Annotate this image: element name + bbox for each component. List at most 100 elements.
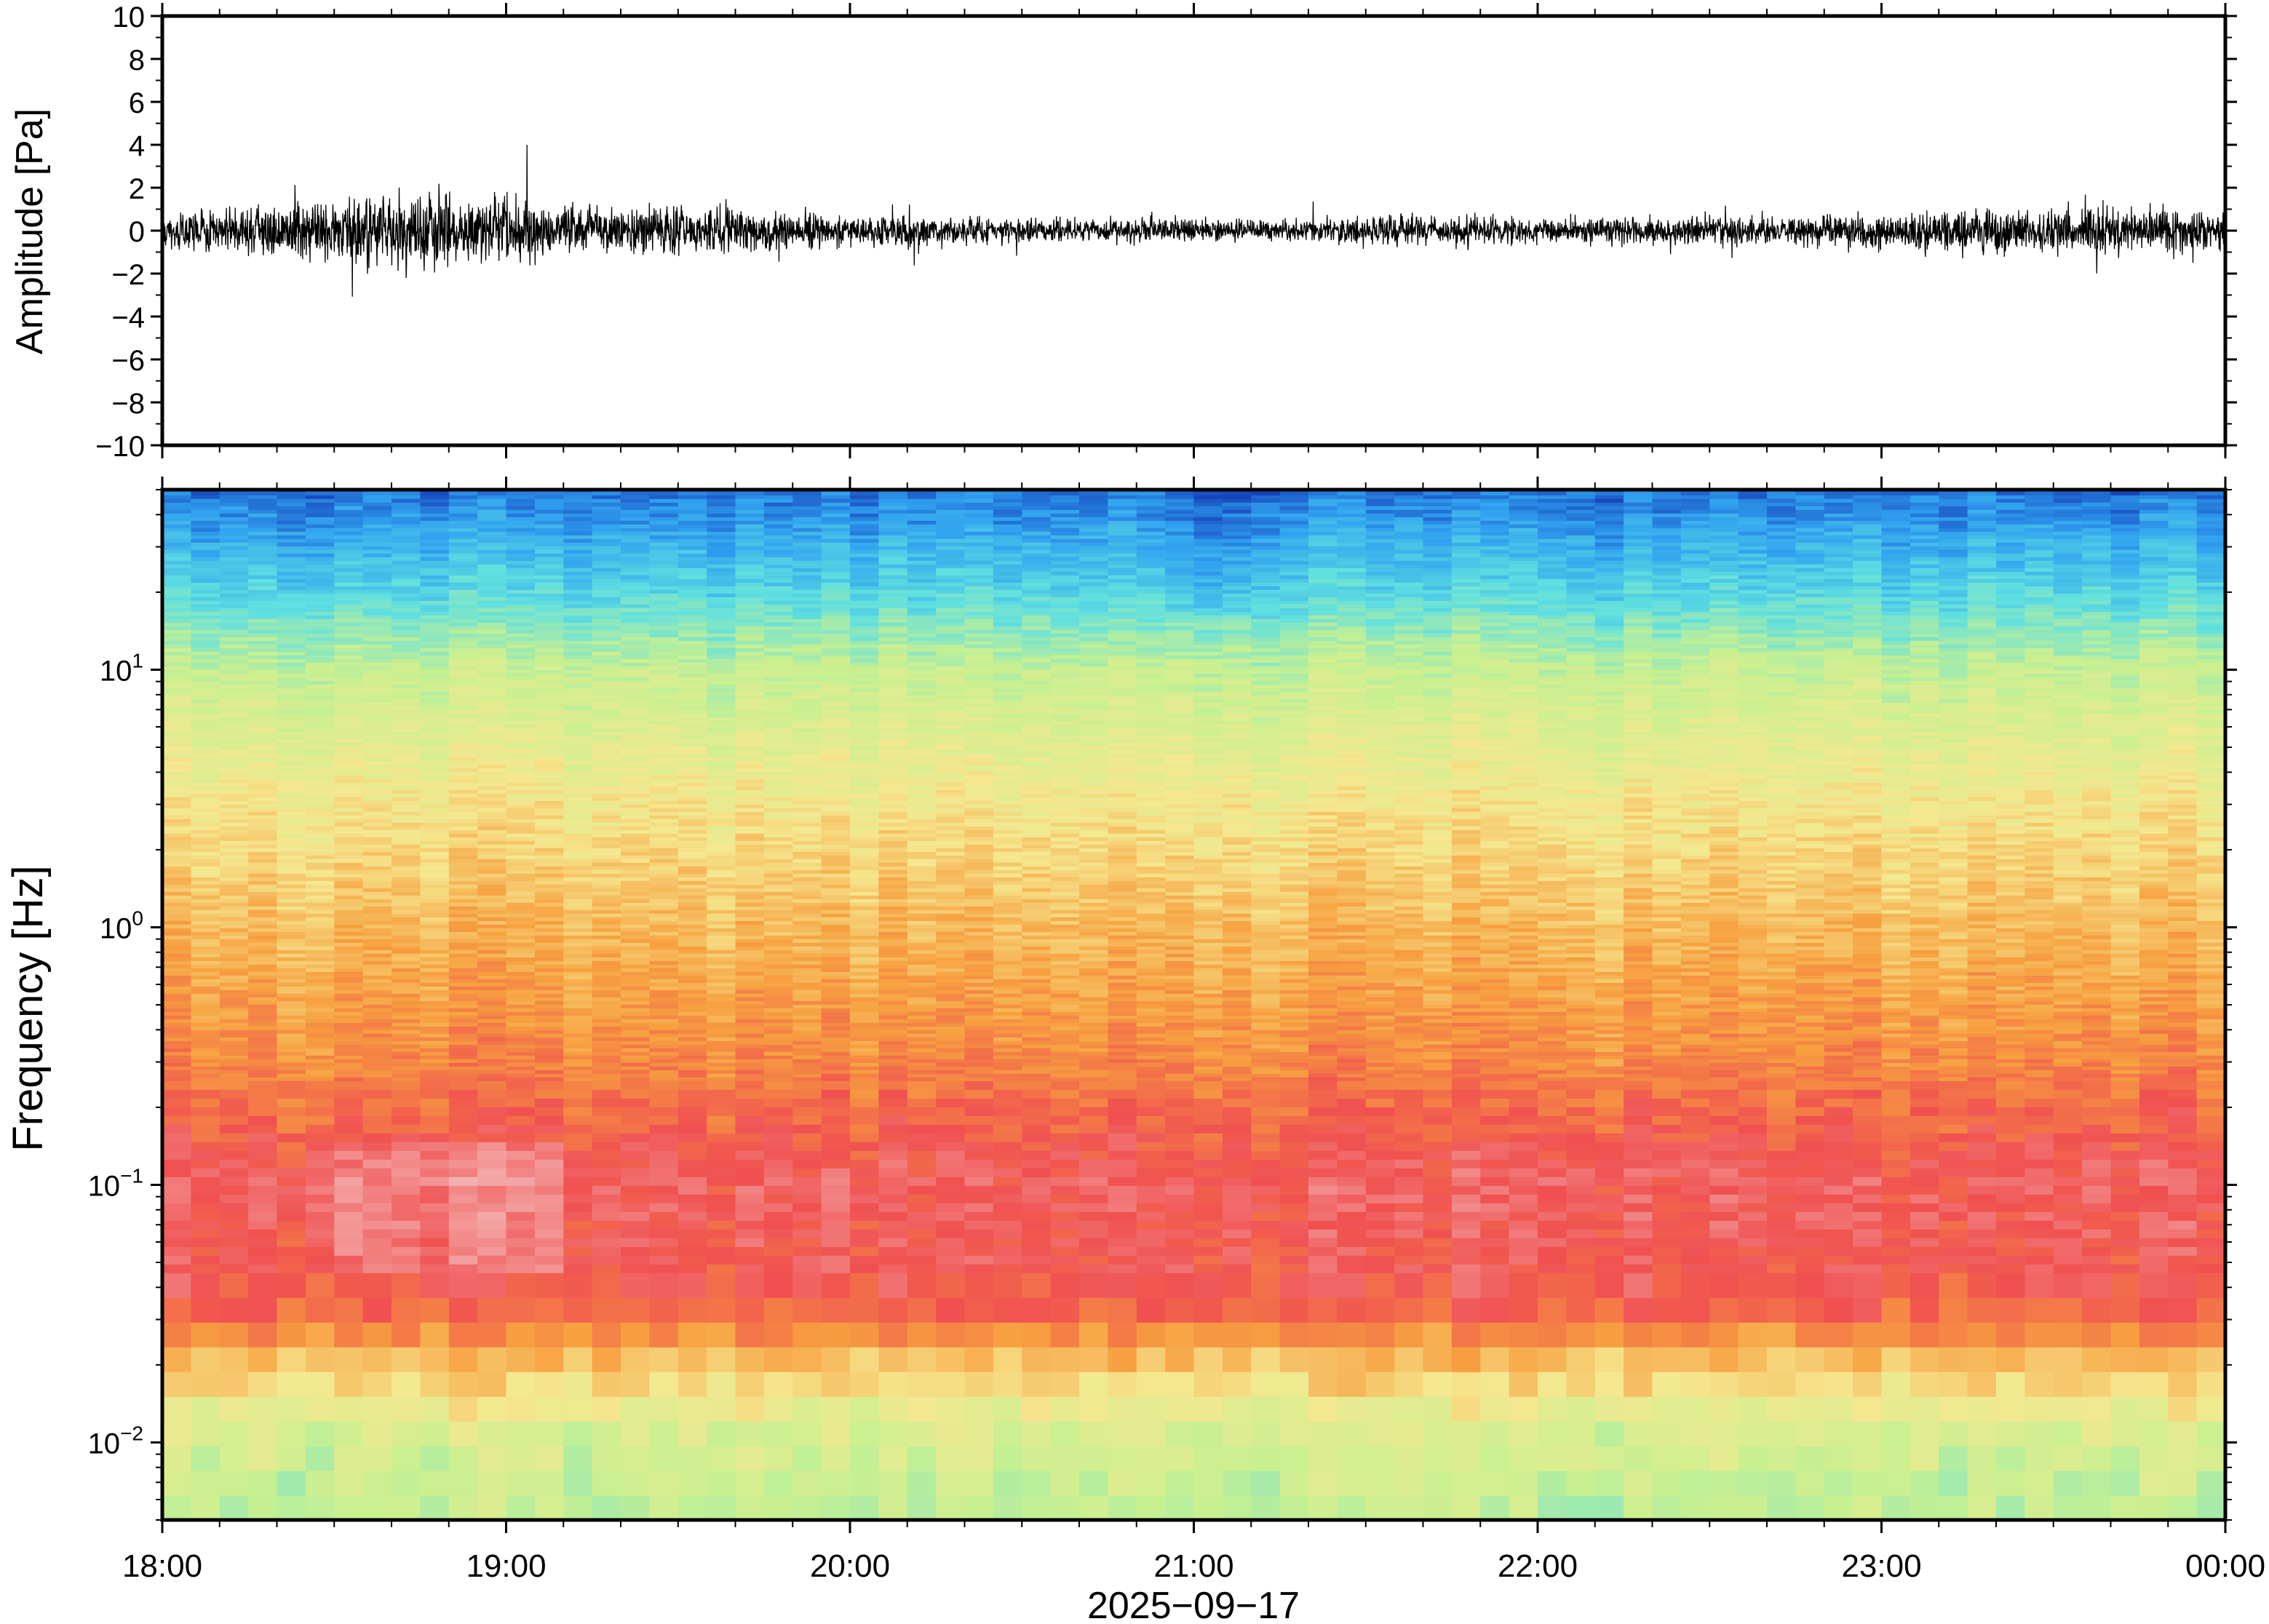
spectrogram-cell [1079,993,1109,998]
spectrogram-cell [2196,957,2226,961]
spectrogram-cell [1680,1168,1711,1177]
spectrogram-cell [964,1133,994,1142]
spectrogram-cell [2053,1044,2083,1048]
spectrogram-cell [477,1077,507,1081]
spectrogram-cell [334,1185,364,1195]
spectrogram-cell [477,1211,507,1221]
spectrogram-cell [1824,1051,1853,1056]
spectrogram-cell [792,1255,822,1265]
spectrogram-cell [1423,1229,1453,1238]
spectrogram-cell [707,1124,736,1134]
spectrogram-cell [1538,1019,1567,1023]
spectrogram-cell [1136,986,1166,990]
spectrogram-cell [305,1211,335,1221]
spectrogram-cell [1079,1037,1109,1041]
spectrogram-cell [2168,1246,2198,1256]
spectrogram-cell [1566,1470,1596,1496]
spectrogram-cell [1566,986,1596,990]
spectrogram-cell [1308,1033,1338,1038]
spectrogram-cell [735,1070,765,1074]
spectrogram-cell [964,1470,994,1496]
spectrogram-cell [219,1070,249,1074]
spectrogram-cell [621,1297,651,1323]
spectrogram-cell [1279,1396,1309,1422]
spectrogram-cell [1566,1347,1596,1372]
spectrogram-cell [1308,1220,1338,1230]
spectrogram-cell [563,1037,593,1041]
spectrogram-cell [1767,1019,1797,1023]
spectrogram-cell [621,1220,651,1230]
spectrogram-cell [1022,1203,1052,1212]
spectrogram-cell [1050,1059,1080,1063]
spectrogram-cell [993,1066,1023,1070]
spectrogram-cell [1108,993,1137,998]
spectrogram-cell [1594,1066,1624,1070]
spectrogram-cell [1451,1011,1482,1016]
spectrogram-cell [878,1073,908,1078]
spectrogram-cell [1022,960,1052,965]
spectrogram-cell [649,1022,679,1027]
spectrogram-cell [907,1004,937,1008]
spectrogram-cell [1136,1077,1166,1081]
spectrogram-cell [362,990,392,994]
spectrogram-cell [1423,993,1453,998]
spectrogram-cell [534,1089,565,1099]
spectrogram-cell [821,1273,851,1298]
spectrogram-cell [162,1077,192,1081]
spectrogram-cell [534,1048,565,1052]
spectrogram-cell [162,1000,192,1005]
spectrogram-cell [1624,1396,1653,1422]
spectrogram-cell [1738,1273,1768,1298]
spectrogram-cell [2082,1220,2112,1230]
spectrogram-cell [907,1264,937,1273]
spectrogram-cell [1509,1203,1538,1212]
spectrogram-cell [1337,1185,1367,1195]
spectrogram-cell [1881,1150,1911,1160]
spectrogram-cell [1337,1000,1367,1005]
spectrogram-cell [621,1194,651,1203]
spectrogram-cell [1365,1000,1395,1005]
spectrogram-cell [334,1062,364,1067]
spectrogram-cell [1566,1004,1596,1008]
spectrogram-cell [392,950,421,954]
spectrogram-cell [1251,1070,1281,1074]
spectrogram-cell [1451,957,1482,961]
spectrogram-cell [1279,1048,1309,1052]
spectrogram-cell [392,1022,421,1027]
spectrogram-cell [277,1255,306,1265]
spectrogram-cell [1652,1089,1682,1099]
spectrogram-cell [1222,1194,1252,1203]
spectrogram-cell [191,1229,220,1238]
spectrogram-cell [592,1347,621,1372]
spectrogram-cell [1881,1495,1911,1521]
spectrogram-cell [1566,1220,1596,1230]
spectrogram-cell [477,986,507,990]
spectrogram-cell [621,1421,651,1446]
spectrogram-cell [2024,1089,2054,1099]
spectrogram-cell [534,1033,565,1038]
spectrogram-cell [534,1168,565,1177]
spectrogram-cell [1480,1229,1510,1238]
spectrogram-cell [1451,1077,1482,1081]
spectrogram-cell [1624,1070,1653,1074]
spectrogram-cell [1881,1022,1911,1027]
spectrogram-cell [792,1168,822,1177]
spectrogram-cell [1108,1238,1137,1247]
spectrogram-cell [1365,1107,1395,1116]
spectrogram-cell [1165,960,1195,965]
spectrogram-cell [1222,1019,1252,1023]
spectrogram-cell [334,1177,364,1186]
spectrogram-cell [563,953,593,958]
spectrogram-cell [936,1011,966,1016]
spectrogram-cell [1738,1264,1768,1273]
spectrogram-cell [850,1000,880,1005]
spectrogram-cell [1996,1059,2026,1063]
spectrogram-cell [2139,1080,2169,1090]
spectrogram-cell [2139,1044,2169,1048]
spectrogram-cell [649,1246,679,1256]
spectrogram-cell [1079,982,1109,987]
spectrogram-cell [621,957,651,961]
spectrogram-cell [248,1273,278,1298]
spectrogram-cell [1767,1048,1797,1052]
spectrogram-cell [1910,1495,1940,1521]
